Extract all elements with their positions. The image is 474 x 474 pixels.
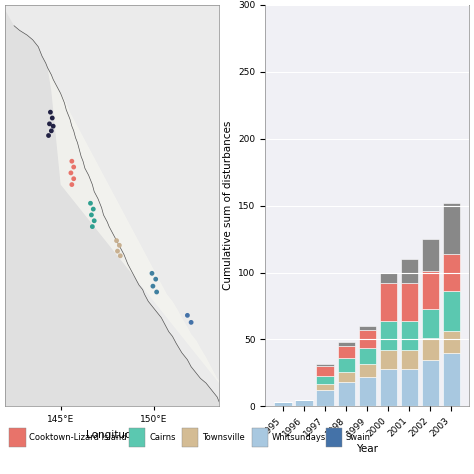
Text: Swain: Swain <box>346 433 371 442</box>
Point <box>90 205 97 213</box>
Bar <box>422 360 439 406</box>
Bar <box>295 400 313 406</box>
Bar <box>443 292 460 331</box>
Text: Cairns: Cairns <box>149 433 176 442</box>
Point <box>148 270 156 277</box>
Text: Cooktown-Lizard Island: Cooktown-Lizard Island <box>29 433 127 442</box>
Point <box>48 114 56 122</box>
FancyBboxPatch shape <box>182 428 199 447</box>
Point <box>116 241 123 249</box>
Point <box>68 181 76 188</box>
Bar <box>337 358 355 372</box>
Point <box>46 120 53 128</box>
Bar <box>380 369 397 406</box>
Point <box>113 237 120 245</box>
Point <box>152 275 160 283</box>
FancyBboxPatch shape <box>9 428 26 447</box>
Bar <box>401 369 418 406</box>
Point <box>70 175 77 182</box>
Bar <box>358 347 376 364</box>
Point <box>45 132 52 139</box>
Bar <box>422 271 439 309</box>
Bar <box>317 364 334 366</box>
Bar <box>358 364 376 377</box>
Y-axis label: Cumulative sum of disturbances: Cumulative sum of disturbances <box>223 121 233 290</box>
Bar <box>401 283 418 321</box>
Polygon shape <box>47 68 225 388</box>
Point <box>117 252 124 260</box>
Point <box>88 211 95 219</box>
Point <box>153 288 160 296</box>
Bar <box>422 338 439 360</box>
Bar <box>274 402 292 406</box>
Bar <box>422 309 439 338</box>
Point <box>91 217 98 225</box>
Point <box>46 109 54 116</box>
FancyBboxPatch shape <box>326 428 342 447</box>
Bar <box>380 273 397 283</box>
Point <box>149 283 157 290</box>
Bar <box>443 254 460 292</box>
Bar <box>443 331 460 353</box>
Bar <box>401 350 418 369</box>
Bar <box>358 377 376 406</box>
Point <box>89 223 96 230</box>
Bar <box>380 321 397 350</box>
FancyBboxPatch shape <box>252 428 268 447</box>
Bar <box>317 366 334 375</box>
Point <box>47 127 55 135</box>
Bar <box>443 353 460 406</box>
Point <box>70 163 77 171</box>
Text: Whitsundays: Whitsundays <box>272 433 326 442</box>
Text: Townsville: Townsville <box>202 433 245 442</box>
Bar <box>358 326 376 330</box>
Bar <box>401 259 418 283</box>
Point <box>87 200 94 207</box>
Bar <box>422 239 439 271</box>
Bar <box>358 330 376 347</box>
Polygon shape <box>0 5 219 406</box>
Point <box>114 247 121 255</box>
Bar <box>5 325 61 406</box>
Bar <box>380 350 397 369</box>
FancyBboxPatch shape <box>129 428 146 447</box>
Bar <box>337 383 355 406</box>
Point <box>67 169 75 177</box>
Bar <box>317 383 334 391</box>
Bar <box>337 346 355 358</box>
Point <box>68 157 76 165</box>
Point <box>49 122 57 130</box>
Bar <box>380 283 397 321</box>
Point <box>183 311 191 319</box>
Point <box>187 319 195 326</box>
Bar <box>317 391 334 406</box>
Bar <box>317 375 334 383</box>
X-axis label: Longitude: Longitude <box>86 430 138 440</box>
Bar <box>337 372 355 383</box>
Bar <box>443 203 460 254</box>
Bar <box>401 321 418 350</box>
X-axis label: Year: Year <box>356 444 378 455</box>
Bar <box>337 342 355 346</box>
